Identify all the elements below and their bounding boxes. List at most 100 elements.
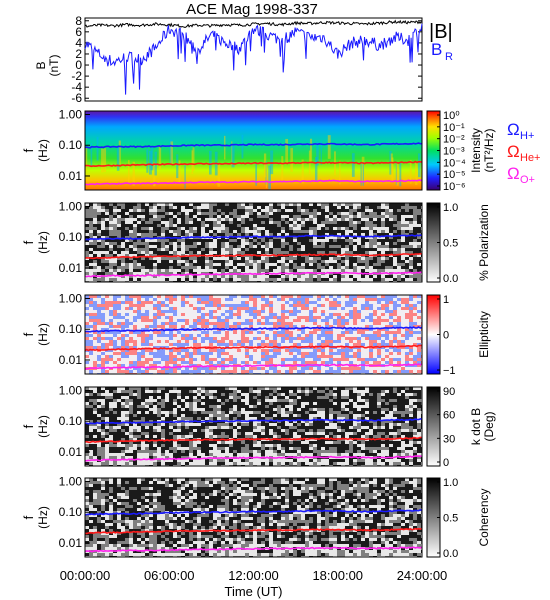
he-plus-gyro-line bbox=[84, 344, 423, 352]
h-plus-gyro-line bbox=[84, 326, 423, 333]
spectrogram-streak bbox=[128, 160, 130, 184]
freq-yunit: (Hz) bbox=[36, 323, 50, 346]
spectrogram-streak bbox=[396, 161, 399, 186]
colorbar-tick-label: 1 bbox=[443, 294, 449, 306]
freq-yunit: (Hz) bbox=[36, 231, 50, 254]
colorbar-tick-label: 10⁻² bbox=[443, 134, 465, 146]
colorbar-tick-label: 0.0 bbox=[443, 548, 458, 560]
freq-ytick-label: 1.00 bbox=[59, 384, 83, 398]
spectrogram-streak bbox=[339, 160, 341, 185]
spectrogram-texture-light bbox=[85, 387, 422, 466]
spectrogram-streak bbox=[148, 150, 152, 175]
panel-frame bbox=[84, 477, 423, 558]
kdotb-colorbar-title: k dot B bbox=[469, 408, 483, 445]
spectrogram-texture-dark bbox=[85, 478, 422, 557]
time-tick-label: 24:00:00 bbox=[397, 568, 448, 583]
kdotb-colorbar bbox=[426, 386, 441, 467]
freq-ytick-label: 0.01 bbox=[59, 261, 83, 275]
legend-omega-o-plus-label: O+ bbox=[520, 174, 535, 186]
spectrogram-streak bbox=[132, 161, 135, 186]
spectrogram-streak bbox=[158, 145, 162, 170]
panel-frame bbox=[84, 294, 423, 375]
spectrogram-streak bbox=[150, 146, 154, 171]
he-plus-gyro-line bbox=[84, 436, 423, 444]
spectrogram-streak bbox=[231, 143, 235, 168]
spectrogram-streak bbox=[399, 162, 402, 187]
freq-ylabel: f bbox=[21, 424, 36, 428]
colorbar-tick-label: 10⁻⁵ bbox=[443, 169, 466, 181]
intensity-colorbar-title: Intensity bbox=[469, 128, 483, 173]
spectrogram-streak bbox=[223, 135, 226, 160]
colorbar-tick-label: 0 bbox=[443, 457, 449, 469]
spectrogram-streak bbox=[391, 157, 394, 182]
field-ytick-label: -6 bbox=[71, 91, 82, 105]
colorbar-tick-label: 10⁻¹ bbox=[443, 122, 465, 134]
freq-ytick-label: 0.01 bbox=[59, 536, 83, 550]
legend-br: B bbox=[431, 40, 442, 59]
spectrogram-streak bbox=[301, 159, 304, 184]
freq-ytick-label: 0.10 bbox=[59, 414, 83, 428]
spectrogram-streak bbox=[263, 153, 267, 178]
kdotb-colorbar-unit: (Deg) bbox=[482, 411, 496, 441]
time-axis: 00:00:00 06:00:00 12:00:00 18:00:00 24:00:00… bbox=[60, 568, 448, 599]
time-tick-label: 00:00:00 bbox=[60, 568, 111, 583]
legend-omega-he-plus-label: He+ bbox=[520, 152, 541, 164]
colorbar-tick-label: 10⁰ bbox=[443, 110, 460, 122]
colorbar-tick-label: −1 bbox=[443, 365, 456, 377]
legend-omega-h-plus-symbol: Ω bbox=[507, 120, 520, 139]
freq-ytick-label: 0.10 bbox=[59, 505, 83, 519]
colorbar-tick-label: 10⁻³ bbox=[443, 146, 465, 158]
o-plus-gyro-line bbox=[84, 455, 423, 462]
time-tick-label: 06:00:00 bbox=[144, 568, 195, 583]
spectrogram-streak bbox=[170, 141, 173, 166]
field-ytick-label: 0 bbox=[75, 58, 82, 72]
field-yunit: (nT) bbox=[47, 55, 61, 77]
spectrogram-texture-light bbox=[85, 203, 422, 282]
panel-intensity: 1.00 0.10 0.01 f (Hz) 10⁰10⁻¹10⁻²10⁻³10⁻⁴10⁻⁵… bbox=[21, 108, 541, 193]
freq-ytick-label: 1.00 bbox=[59, 475, 83, 489]
spectrogram-streak bbox=[362, 162, 365, 186]
freq-ylabel: f bbox=[21, 148, 36, 152]
spectrogram-texture-dark bbox=[85, 295, 422, 374]
o-plus-gyro-line bbox=[84, 271, 423, 278]
intensity-colorbar-unit: (nT²/Hz) bbox=[482, 129, 496, 173]
freq-yunit: (Hz) bbox=[36, 415, 50, 438]
spectrogram-streak bbox=[96, 136, 99, 161]
spectrogram-streak bbox=[316, 141, 319, 166]
intensity-spectrogram bbox=[85, 111, 422, 190]
legend-omega-o-plus-symbol: Ω bbox=[507, 164, 520, 183]
h-plus-gyro-line bbox=[84, 234, 423, 241]
spectrogram-texture-dark bbox=[85, 387, 422, 466]
colorbar-tick-label: 0 bbox=[443, 330, 449, 342]
spectrogram-streak bbox=[290, 148, 293, 172]
panel-frame bbox=[84, 386, 423, 467]
spectrogram-streak bbox=[241, 134, 244, 159]
spectrogram-streak bbox=[281, 156, 284, 180]
freq-yunit: (Hz) bbox=[36, 506, 50, 529]
spectrogram-streak bbox=[178, 160, 181, 185]
spectrogram-streak bbox=[154, 151, 157, 176]
he-plus-gyro-line bbox=[84, 527, 423, 535]
panel-ellipticity: 1.00 0.10 0.01 f (Hz) 1 0 −1 Ellipticity bbox=[21, 292, 491, 377]
spectrogram-streak bbox=[146, 149, 149, 173]
spectrogram-streak bbox=[153, 162, 156, 187]
field-ytick-label: -4 bbox=[71, 80, 82, 94]
freq-ylabel: f bbox=[21, 332, 36, 336]
colorbar-tick-label: 0.0 bbox=[443, 273, 458, 285]
o-plus-gyro-line bbox=[85, 179, 423, 186]
spectrogram-streak bbox=[192, 147, 195, 172]
colorbar-tick-label: 1.0 bbox=[443, 202, 458, 214]
field-ytick-label: 4 bbox=[75, 36, 82, 50]
freq-yunit: (Hz) bbox=[36, 139, 50, 162]
spectra-panels: 1.000.100.01f (Hz)10⁰10⁻¹10⁻²10⁻³10⁻⁴10⁻⁵… bbox=[21, 108, 541, 560]
colorbar-tick-label: 10⁻⁶ bbox=[443, 181, 466, 193]
bmag-series-line bbox=[84, 19, 423, 29]
panel-kdotb: 1.00 0.10 0.01 f (Hz) 90 60 30 0 k dot B (Deg) bbox=[21, 384, 496, 469]
o-plus-gyro-line bbox=[84, 363, 423, 370]
freq-ytick-label: 0.10 bbox=[59, 138, 83, 152]
panel-coherency: 1.00 0.10 0.01 f (Hz) 1.0 0.5 0.0 Coherency bbox=[21, 475, 491, 560]
field-ytick-label: 2 bbox=[75, 47, 82, 61]
freq-ytick-label: 0.01 bbox=[59, 169, 83, 183]
spectrogram-streak bbox=[314, 157, 318, 181]
